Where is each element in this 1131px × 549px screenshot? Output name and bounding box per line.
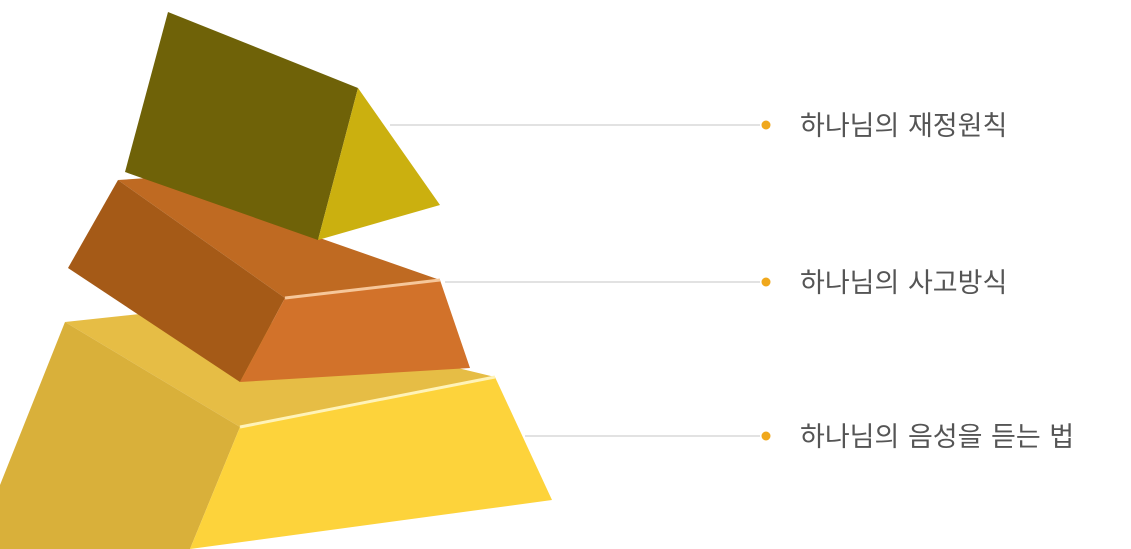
pyramid-tier-top — [125, 12, 440, 240]
tier-middle-side-face — [240, 280, 470, 382]
tier-top-side-face — [318, 88, 440, 240]
label-row-2: 하나님의 사고방식 — [445, 268, 1007, 299]
tier-label-voice: 하나님의 음성을 듣는 법 — [800, 422, 1074, 453]
label-row-3: 하나님의 음성을 듣는 법 — [525, 422, 1074, 453]
pyramid-tier-middle — [68, 178, 470, 382]
tier-bottom-edge-highlight — [239, 375, 496, 429]
tier-middle-edge-highlight — [284, 278, 441, 300]
tier-middle-top-face — [118, 178, 440, 298]
tier-label-mindset: 하나님의 사고방식 — [800, 268, 1007, 299]
label-row-1: 하나님의 재정원칙 — [390, 111, 1007, 142]
bullet-dot — [761, 277, 771, 287]
tier-top-front-face — [125, 12, 358, 240]
tier-label-finance: 하나님의 재정원칙 — [800, 111, 1007, 142]
tier-bottom-front-face — [0, 322, 240, 549]
tier-middle-front-face — [68, 180, 285, 382]
bullet-dot — [761, 120, 771, 130]
bullet-dot — [761, 431, 771, 441]
